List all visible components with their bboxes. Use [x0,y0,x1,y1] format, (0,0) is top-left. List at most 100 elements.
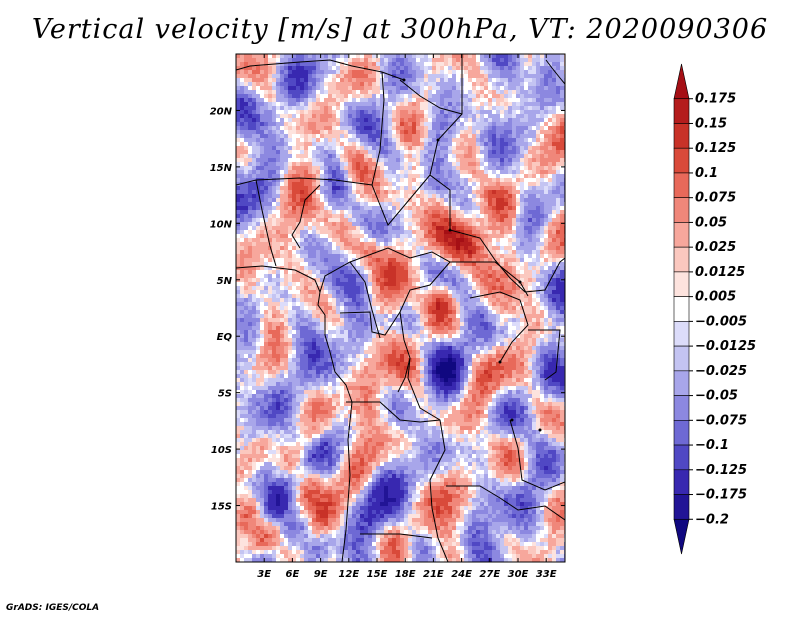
field-cell [252,202,257,207]
field-cell [544,242,549,247]
field-cell [540,102,545,107]
field-cell [548,214,553,219]
field-cell [476,226,481,231]
field-cell [400,250,405,255]
field-cell [284,114,289,119]
field-cell [420,126,425,131]
field-cell [556,206,561,211]
field-cell [244,66,249,71]
field-cell [308,102,313,107]
field-cell [304,94,309,99]
field-cell [436,182,441,187]
field-cell [388,230,393,235]
field-cell [396,246,401,251]
field-cell [536,66,541,71]
field-cell [440,270,445,275]
field-cell [272,210,277,215]
field-cell [456,130,461,135]
field-cell [316,238,321,243]
field-cell [464,154,469,159]
field-cell [444,206,449,211]
field-cell [484,226,489,231]
field-cell [432,210,437,215]
field-cell [396,194,401,199]
field-cell [284,54,289,59]
field-cell [508,106,513,111]
field-cell [456,126,461,131]
field-cell [392,278,397,283]
field-cell [424,250,429,255]
field-cell [416,278,421,283]
field-cell [344,174,349,179]
field-cell [404,146,409,151]
field-cell [520,234,525,239]
field-cell [296,126,301,131]
field-cell [292,122,297,127]
field-cell [388,270,393,275]
field-cell [404,82,409,87]
field-cell [552,78,557,83]
field-cell [344,246,349,251]
field-cell [276,202,281,207]
field-cell [412,126,417,131]
field-cell [516,214,521,219]
field-cell [468,282,473,287]
field-cell [484,258,489,263]
field-cell [364,246,369,251]
field-cell [352,82,357,87]
field-cell [488,186,493,191]
field-cell [440,234,445,239]
field-cell [372,158,377,163]
field-cell [476,142,481,147]
field-cell [344,82,349,87]
field-cell [312,126,317,131]
field-cell [240,186,245,191]
field-cell [388,118,393,123]
field-cell [488,150,493,155]
field-cell [320,258,325,263]
field-cell [488,78,493,83]
field-cell [448,234,453,239]
field-cell [520,250,525,255]
field-cell [336,118,341,123]
field-cell [236,246,241,251]
field-cell [256,134,261,139]
field-cell [476,130,481,135]
field-cell [292,114,297,119]
field-cell [368,222,373,227]
field-cell [480,270,485,275]
field-cell [412,206,417,211]
field-cell [332,166,337,171]
field-cell [528,186,533,191]
field-cell [288,234,293,239]
field-cell [364,70,369,75]
field-cell [324,110,329,115]
field-cell [320,114,325,119]
field-cell [556,262,561,267]
field-cell [276,174,281,179]
field-cell [420,234,425,239]
field-cell [464,90,469,95]
field-cell [240,170,245,175]
field-cell [416,274,421,279]
field-cell [380,82,385,87]
field-cell [484,106,489,111]
field-cell [512,154,517,159]
field-cell [424,210,429,215]
field-cell [500,206,505,211]
field-cell [464,206,469,211]
field-cell [464,266,469,271]
field-cell [464,198,469,203]
field-cell [296,98,301,103]
field-cell [420,218,425,223]
field-cell [288,174,293,179]
field-cell [520,166,525,171]
field-cell [304,278,309,283]
field-cell [240,230,245,235]
field-cell [464,94,469,99]
field-cell [488,126,493,131]
field-cell [252,114,257,119]
field-cell [500,122,505,127]
field-cell [292,254,297,259]
field-cell [480,286,485,291]
